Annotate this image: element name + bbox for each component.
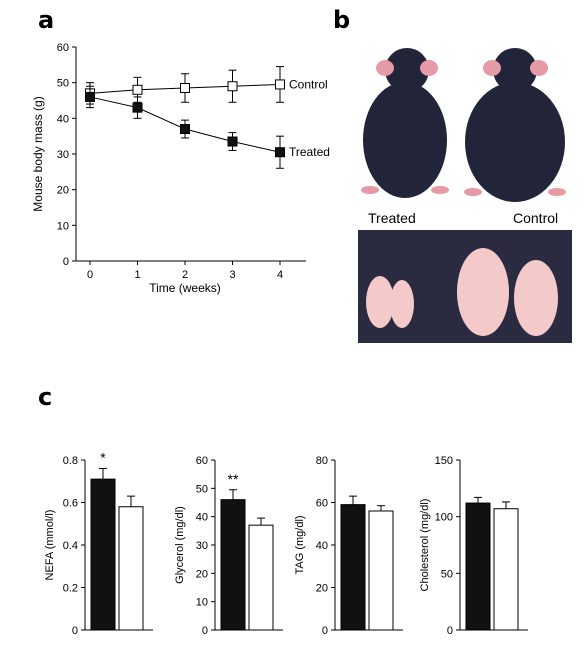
bar-treated: [90, 478, 116, 631]
y-tick-label: 0: [322, 625, 328, 637]
bar-control: [368, 510, 394, 631]
panel-letter-c: c: [38, 383, 53, 411]
y-tick-label: 80: [316, 455, 328, 467]
series-label-treated: Treated: [289, 145, 330, 159]
fat-tissue-photo: [358, 230, 572, 343]
nefa-bar-chart: 0 0.2 0.4 0.6 0.8 NEFA (mmol/l) *: [44, 450, 153, 637]
y-tick-label: 60: [196, 455, 208, 467]
y-tick-label: 0: [72, 625, 78, 637]
y-tick-label: 40: [57, 113, 69, 125]
x-tick-label: 3: [229, 269, 235, 281]
series-label-control: Control: [289, 77, 328, 91]
bar-control: [248, 524, 274, 631]
y-axis-label: NEFA (mmol/l): [44, 510, 56, 581]
x-tick-label: 2: [182, 269, 188, 281]
x-tick-label: 0: [87, 269, 93, 281]
y-tick-label: 20: [316, 583, 328, 595]
y-axis-label: Cholesterol (mg/dl): [419, 499, 431, 592]
y-tick-label: 50: [57, 78, 69, 90]
bar-control: [118, 506, 144, 631]
data-point-treated: [227, 136, 238, 147]
significance-marker: **: [228, 471, 239, 487]
y-tick-label: 0: [202, 625, 208, 637]
y-tick-label: 0: [447, 625, 453, 637]
panel-letter-b: b: [333, 6, 351, 34]
bar-control: [493, 508, 519, 631]
data-point-treated: [275, 147, 285, 158]
treated-label: Treated: [368, 210, 416, 226]
bar-treated: [340, 504, 366, 631]
y-tick-label: 30: [57, 149, 69, 161]
y-tick-label: 0: [63, 256, 69, 268]
body-mass-line-chart: 0 10 20 30 40 50 60 0 1 2 3 4 Time (weeks) Mouse body…: [31, 42, 330, 295]
control-fat-pads: [457, 248, 558, 336]
y-tick-label: 20: [57, 185, 69, 197]
control-label: Control: [513, 210, 559, 226]
data-point-control: [180, 83, 190, 94]
y-tick-label: 60: [57, 42, 69, 54]
data-point-control: [275, 79, 285, 90]
bar-treated: [465, 502, 491, 631]
y-tick-label: 20: [196, 568, 208, 580]
data-point-control: [132, 84, 143, 95]
y-tick-label: 0.8: [63, 455, 78, 467]
y-axis-label: TAG (mg/dl): [294, 515, 306, 574]
y-tick-label: 10: [57, 220, 69, 232]
x-axis-label: Time (weeks): [149, 281, 221, 295]
data-point-treated: [85, 91, 95, 102]
data-point-treated: [132, 102, 143, 113]
y-tick-label: 10: [196, 597, 208, 609]
y-tick-label: 0.6: [63, 498, 78, 510]
treated-mouse: [361, 48, 449, 198]
y-axis-label: Glycerol (mg/dl): [174, 506, 186, 584]
treated-fat-pads: [366, 276, 414, 328]
y-axis-label: Mouse body mass (g): [31, 96, 45, 211]
x-tick-label: 4: [277, 269, 283, 281]
panel-letter-a: a: [38, 6, 55, 34]
control-mouse: [464, 48, 566, 202]
mice-photo: [361, 48, 566, 202]
y-tick-label: 40: [196, 512, 208, 524]
y-tick-label: 100: [435, 512, 453, 524]
significance-marker: *: [100, 450, 106, 466]
y-tick-label: 60: [316, 498, 328, 510]
glycerol-bar-chart: 0 10 20 30 40 50 60 Glycerol (mg/dl) **: [174, 455, 283, 637]
x-tick-label: 1: [134, 269, 140, 281]
y-tick-label: 50: [196, 483, 208, 495]
data-point-control: [227, 81, 238, 92]
y-tick-label: 50: [441, 568, 453, 580]
cholesterol-bar-chart: 0 50 100 150 Cholesterol (mg/dl): [419, 455, 528, 637]
y-tick-label: 150: [435, 455, 453, 467]
data-point-treated: [180, 124, 190, 135]
y-tick-label: 0.2: [63, 583, 78, 595]
y-tick-label: 0.4: [63, 540, 78, 552]
y-tick-label: 40: [316, 540, 328, 552]
bar-treated: [220, 499, 246, 631]
tag-bar-chart: 0 20 40 60 80 TAG (mg/dl): [294, 455, 403, 637]
y-tick-label: 30: [196, 540, 208, 552]
